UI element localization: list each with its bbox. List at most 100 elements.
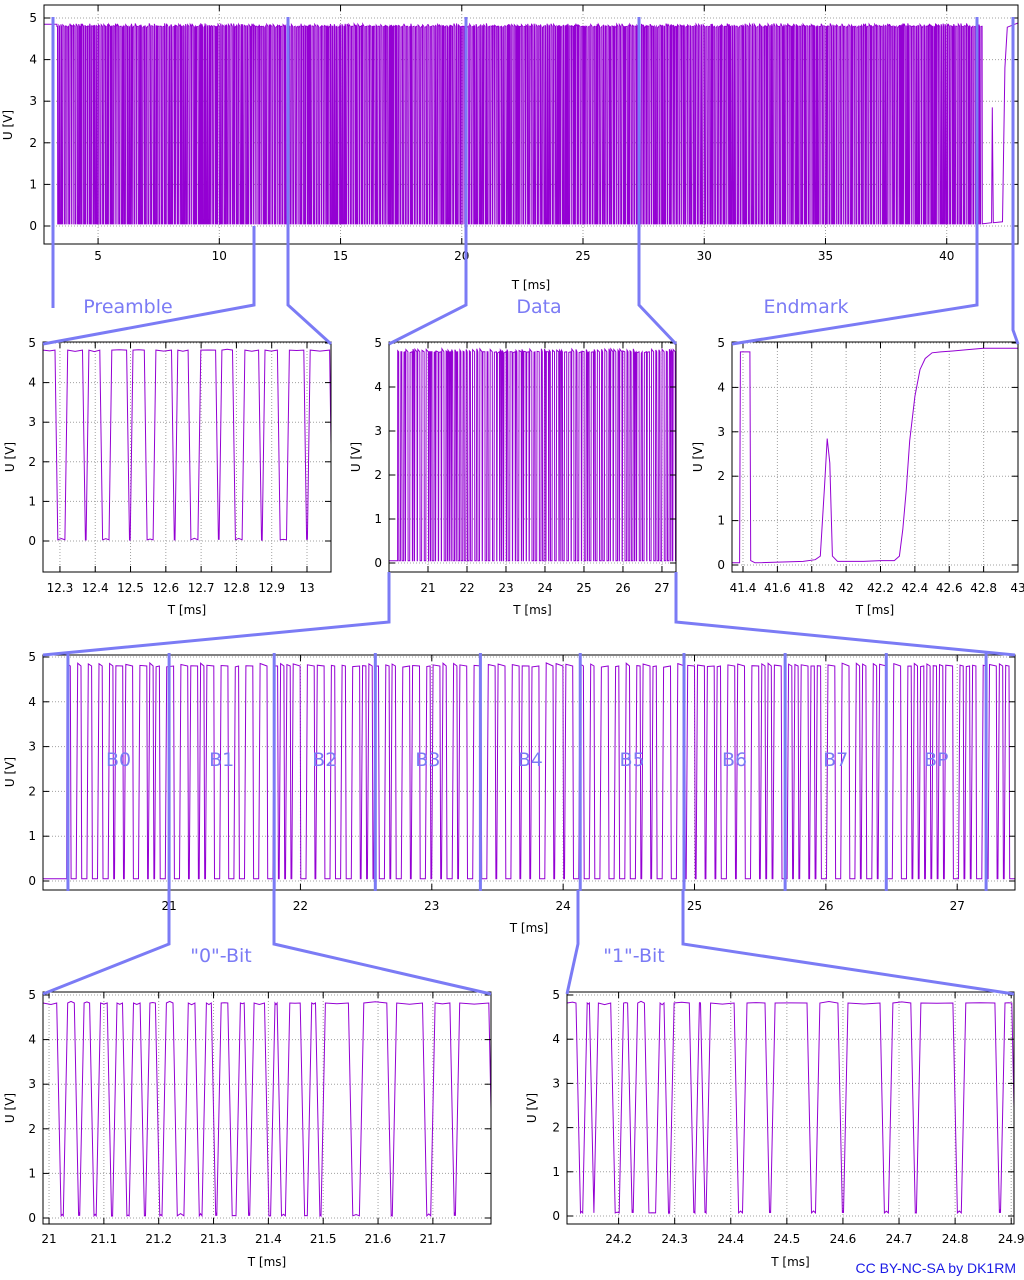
x-tick-label: 12.8: [223, 581, 250, 595]
panel-one_bit: 24.2 24.3 24.4 24.5 24.6 24.7 24.8 24.9 0 1 2 3 4 5 T …: [525, 988, 1024, 1269]
x-tick-label: 12.4: [82, 581, 109, 595]
x-tick-label: 30: [697, 249, 712, 263]
x-tick-label: 24.5: [773, 1232, 800, 1246]
x-tick-label: 41.4: [730, 581, 757, 595]
y-tick-label: 5: [552, 988, 560, 1002]
zoom-connector-line: [272, 890, 492, 996]
y-axis-title: U [V]: [3, 757, 17, 787]
y-axis-title: U [V]: [349, 442, 363, 472]
y-tick-label: 1: [28, 1166, 36, 1180]
x-tick-label: 24.9: [998, 1232, 1024, 1246]
y-tick-label: 2: [717, 469, 725, 483]
y-axis-title: U [V]: [3, 1093, 17, 1123]
x-tick-label: 22: [293, 899, 308, 913]
annotation-zero-bit: "0"-Bit: [190, 945, 252, 967]
x-tick-label: 25: [575, 249, 590, 263]
x-tick-label: 42: [838, 581, 853, 595]
y-tick-label: 3: [552, 1076, 560, 1090]
zoom-connector-line: [42, 226, 256, 346]
x-tick-label: 13: [299, 581, 314, 595]
y-tick-label: 4: [29, 53, 37, 67]
y-tick-label: 2: [28, 455, 36, 469]
y-tick-label: 0: [717, 558, 725, 572]
x-axis-title: T [ms]: [509, 921, 548, 935]
y-tick-label: 3: [28, 1077, 36, 1091]
signal-line: [732, 347, 1018, 564]
x-tick-label: 23: [424, 899, 439, 913]
zoom-connector-line: [286, 17, 333, 346]
signal-trace: [43, 348, 331, 542]
plot-frame: [42, 341, 332, 573]
x-tick-label: 24.3: [661, 1232, 688, 1246]
credit-text: CC BY-NC-SA by DK1RM: [855, 1260, 1016, 1276]
plot-frame: [42, 654, 1016, 891]
x-axis-title: T [ms]: [770, 1255, 809, 1269]
x-tick-label: 12.3: [47, 581, 74, 595]
x-axis-title: T [ms]: [855, 603, 894, 617]
y-tick-label: 2: [374, 468, 382, 482]
y-tick-label: 1: [374, 512, 382, 526]
y-tick-label: 1: [28, 494, 36, 508]
plot-frame: [388, 341, 677, 573]
x-tick-label: 24.4: [717, 1232, 744, 1246]
x-tick-label: 24: [537, 581, 552, 595]
annotation-one-bit: "1"-Bit: [603, 945, 665, 967]
x-tick-label: 21.4: [255, 1232, 282, 1246]
plot-frame: [43, 4, 1019, 245]
y-tick-label: 0: [28, 874, 36, 888]
x-tick-label: 12.7: [188, 581, 215, 595]
y-tick-label: 3: [28, 740, 36, 754]
x-tick-label: 21.5: [310, 1232, 337, 1246]
x-tick-label: 25: [687, 899, 702, 913]
y-tick-label: 4: [717, 380, 725, 394]
x-axis-title: T [ms]: [512, 603, 551, 617]
x-tick-label: 22: [459, 581, 474, 595]
signal-line: [43, 661, 1015, 880]
y-tick-label: 0: [29, 219, 37, 233]
signal-line: [44, 22, 1018, 225]
y-tick-label: 2: [29, 136, 37, 150]
zoom-connector-line: [674, 572, 1016, 657]
x-tick-label: 21.7: [420, 1232, 447, 1246]
signal-line: [43, 348, 331, 542]
y-tick-label: 5: [28, 988, 36, 1002]
x-tick-label: 26: [818, 899, 833, 913]
signal-line: [389, 347, 676, 562]
zoom-connector-line: [42, 890, 171, 996]
panel-zero_bit: 21 21.1 21.2 21.3 21.4 21.5 21.6 21.7 0 1 2 3 4 5 T [m…: [3, 988, 492, 1269]
x-tick-label: 24.2: [605, 1232, 632, 1246]
y-axis-title: U [V]: [3, 442, 17, 472]
signal-line: [43, 1000, 491, 1218]
zoom-connectors: [42, 17, 1020, 996]
x-tick-label: 21: [420, 581, 435, 595]
byte-label: B5: [620, 749, 645, 771]
x-tick-label: 12.6: [152, 581, 179, 595]
zoom-connector-line: [565, 890, 580, 995]
x-tick-label: 5: [94, 249, 102, 263]
y-tick-label: 2: [552, 1121, 560, 1135]
x-tick-label: 35: [818, 249, 833, 263]
y-tick-label: 2: [28, 784, 36, 798]
y-tick-label: 0: [28, 1211, 36, 1225]
x-tick-label: 24: [556, 899, 571, 913]
x-tick-label: 23: [498, 581, 513, 595]
y-tick-label: 3: [374, 424, 382, 438]
zoom-connector-line: [681, 890, 1015, 996]
x-axis-title: T [ms]: [247, 1255, 286, 1269]
byte-label: B4: [518, 749, 543, 771]
signal-trace: [44, 22, 1018, 225]
y-tick-label: 4: [552, 1032, 560, 1046]
x-tick-label: 41.8: [798, 581, 825, 595]
zoom-connector-line: [388, 17, 468, 346]
annotation-data: Data: [516, 296, 561, 318]
byte-label: B1: [209, 749, 234, 771]
annotation-preamble: Preamble: [83, 296, 172, 318]
signal-line: [567, 1000, 1014, 1215]
panel-endmark: 41.4 41.6 41.8 42 42.2 42.4 42.6 42.8 43 0 1 2 3 4 5 T …: [691, 336, 1024, 617]
x-tick-label: 42.2: [867, 581, 894, 595]
y-tick-label: 3: [29, 94, 37, 108]
